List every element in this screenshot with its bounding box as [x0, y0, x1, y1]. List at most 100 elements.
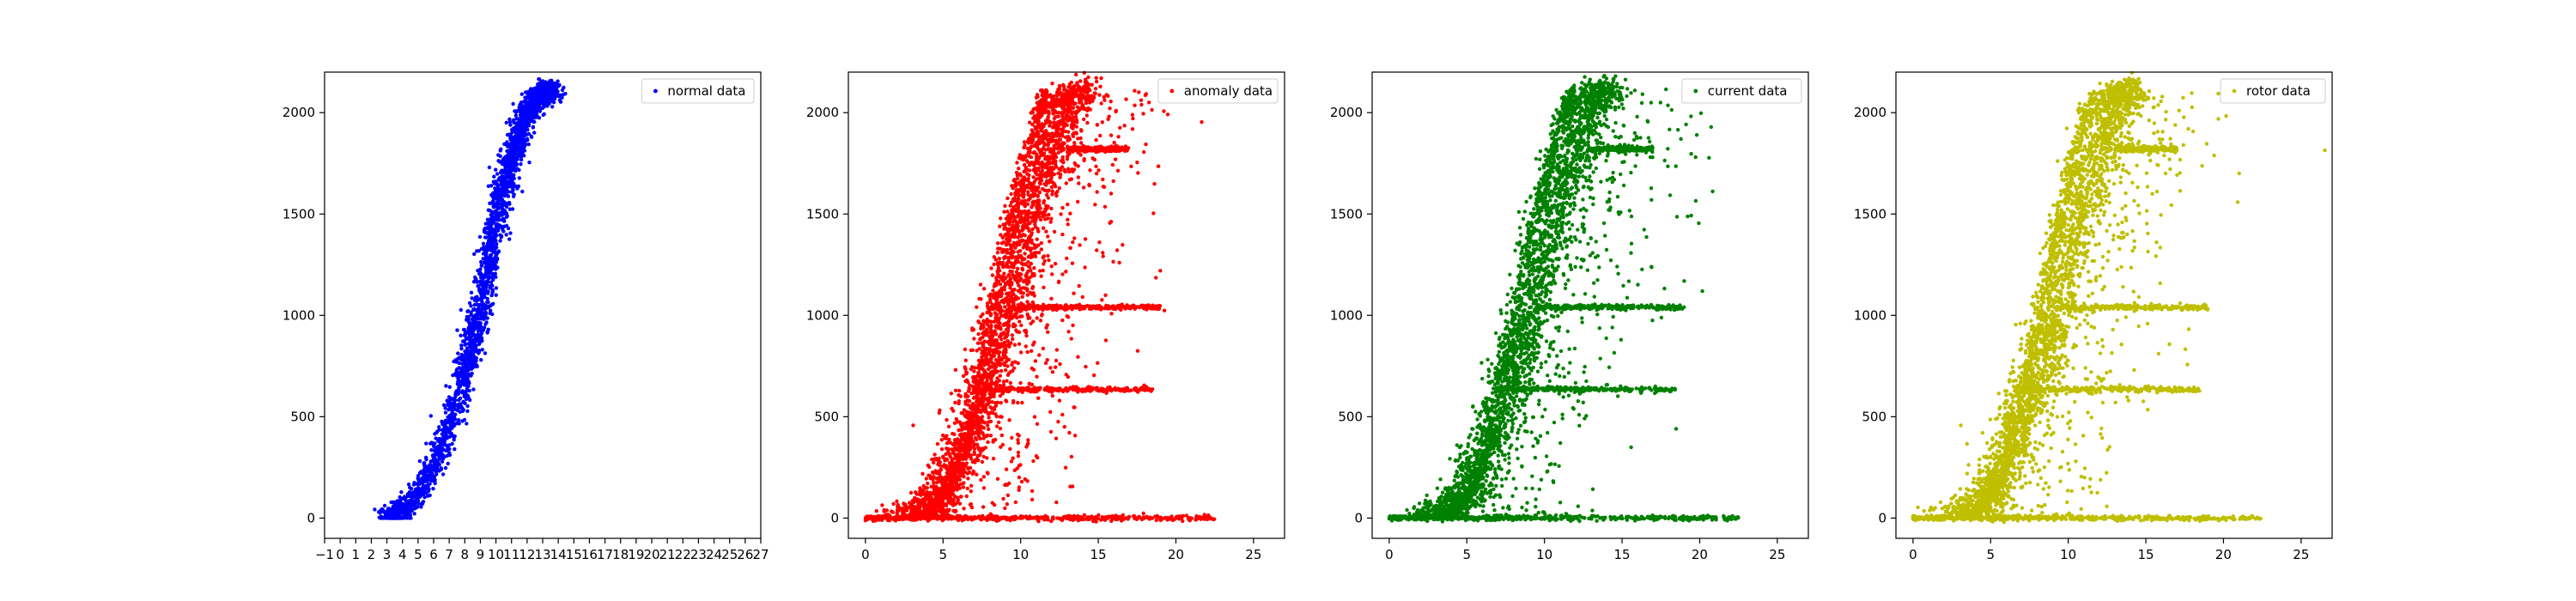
data-point [965, 486, 970, 491]
data-point [484, 320, 489, 325]
data-point [435, 451, 440, 455]
data-point [483, 222, 488, 226]
data-point [995, 376, 999, 380]
data-point [495, 183, 500, 187]
data-point [439, 466, 443, 470]
data-point [428, 414, 433, 418]
data-point [926, 481, 930, 486]
data-point [1027, 173, 1031, 178]
data-point [944, 457, 949, 462]
data-point [479, 303, 484, 307]
data-point [526, 131, 532, 137]
data-point [891, 501, 896, 507]
data-point [468, 337, 472, 342]
data-point [995, 251, 1000, 255]
data-point [385, 515, 389, 519]
data-point [911, 423, 915, 428]
data-point [1034, 217, 1038, 222]
data-point [457, 381, 461, 385]
data-point [462, 374, 466, 379]
data-point [499, 147, 503, 151]
data-point [373, 507, 377, 512]
data-point [1030, 284, 1036, 289]
data-point [1073, 101, 1078, 106]
data-point [450, 420, 454, 424]
data-point [1008, 300, 1012, 304]
data-point [1048, 220, 1053, 224]
data-point [485, 264, 489, 268]
data-point [933, 452, 937, 457]
data-point [532, 131, 537, 135]
data-point [1007, 282, 1012, 287]
y-tick-label: 500 [290, 409, 315, 424]
data-point [475, 279, 479, 283]
x-tick-label: 26 [737, 547, 753, 562]
data-point [440, 459, 445, 464]
data-point [437, 425, 441, 429]
data-point [470, 367, 474, 371]
data-point [521, 129, 526, 133]
data-point [989, 357, 993, 361]
data-point [1078, 86, 1083, 91]
data-point [1026, 281, 1031, 285]
data-point [1029, 321, 1033, 325]
data-point [471, 351, 476, 356]
data-point [446, 461, 450, 466]
data-point [548, 90, 553, 95]
data-point [491, 238, 495, 242]
data-point [517, 150, 521, 155]
data-point [464, 352, 468, 356]
data-point [406, 483, 411, 487]
data-point [511, 145, 515, 149]
data-point [1049, 185, 1054, 190]
data-point [981, 287, 987, 291]
data-point [1041, 214, 1045, 219]
data-point [1020, 294, 1024, 299]
data-point [1023, 209, 1027, 214]
data-point [509, 190, 514, 194]
data-point [550, 105, 555, 109]
data-point [969, 348, 974, 353]
x-axis: −1 0 1 2 3 4 5 6 7 8 9 10 11 12 13 14 15 16 17 18 19 20 21 22 23… [315, 538, 769, 562]
data-point [487, 165, 492, 170]
data-point [477, 271, 482, 276]
data-point [560, 88, 565, 93]
data-point [1010, 333, 1015, 337]
data-point [495, 172, 500, 176]
data-point [489, 303, 494, 307]
data-point [926, 463, 931, 468]
data-point [1076, 137, 1080, 141]
data-point [1067, 84, 1072, 88]
data-point [451, 373, 455, 378]
data-point [496, 153, 501, 157]
data-point [1020, 258, 1024, 262]
data-point [450, 411, 454, 416]
data-point [951, 432, 955, 436]
data-point [953, 388, 958, 392]
data-point [1003, 203, 1007, 208]
data-point [1028, 316, 1032, 320]
data-point [1069, 125, 1074, 130]
data-point [1060, 112, 1065, 117]
data-point [995, 369, 1000, 373]
data-point [1006, 357, 1012, 362]
x-tick-label: 23 [690, 547, 707, 562]
data-point [447, 406, 452, 410]
data-point [507, 190, 511, 194]
data-point [489, 234, 493, 239]
data-point [465, 409, 470, 413]
data-point [1020, 266, 1024, 270]
data-point [1073, 131, 1078, 135]
data-point [977, 320, 981, 325]
data-point [488, 256, 492, 260]
data-point [1094, 76, 1098, 80]
data-point [494, 167, 498, 172]
data-point [917, 498, 922, 502]
data-point [1002, 209, 1006, 214]
data-point [1073, 94, 1078, 98]
data-point [483, 282, 487, 287]
data-point [510, 207, 515, 211]
data-point [460, 361, 465, 366]
data-point [493, 246, 497, 250]
data-point [880, 503, 884, 507]
